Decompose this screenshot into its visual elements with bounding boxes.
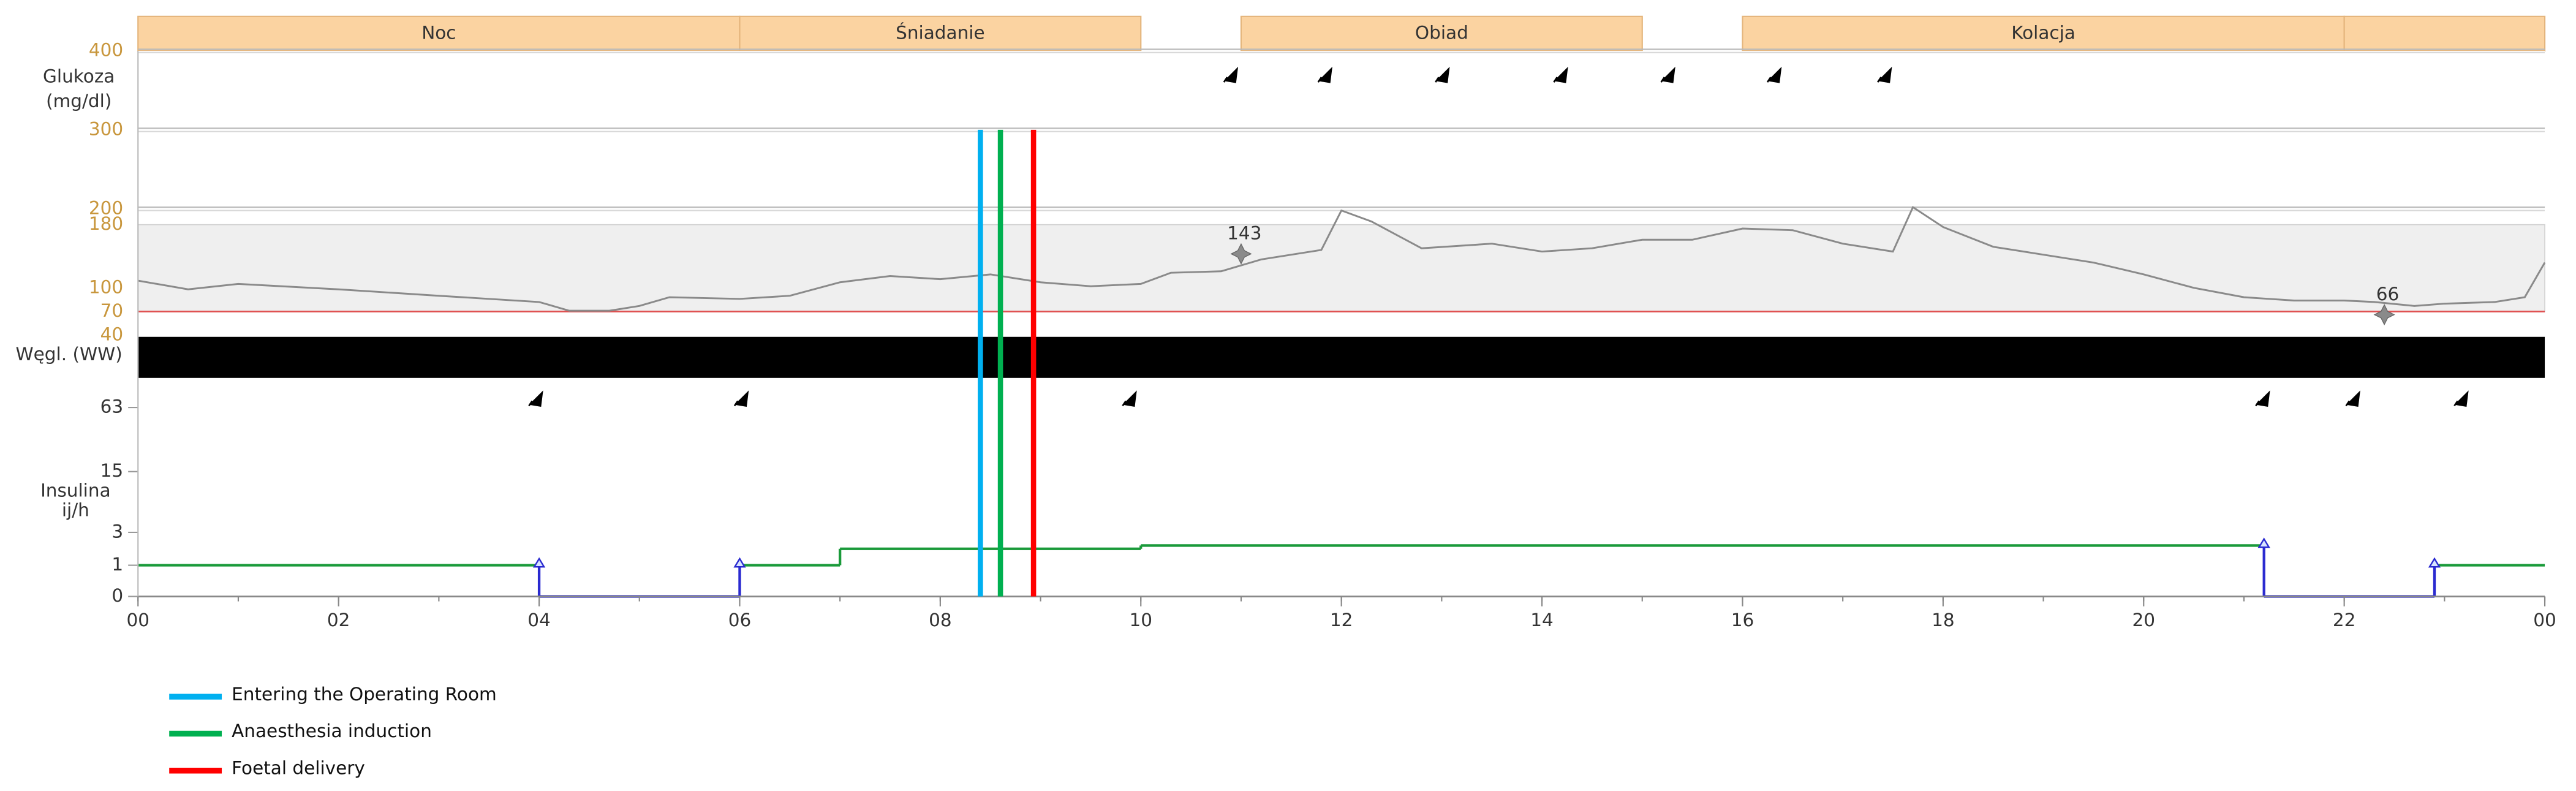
meal-marker [1122,390,1137,407]
x-tick-label: 00 [127,610,150,630]
y-tick-label: 180 [89,213,123,234]
meal-marker [2453,390,2469,407]
meal-marker [1660,66,1675,83]
x-tick-label: 02 [327,610,350,630]
meal-marker [528,390,543,407]
glucose-line [138,205,2546,312]
y-tick-label: 70 [100,300,124,321]
target-range [137,224,2545,312]
x-tick-label: 20 [2132,610,2155,630]
x-tick-label: 16 [1731,610,1754,630]
bolus-marker [2428,557,2441,568]
meal-period [739,15,1142,52]
bolus-marker [2257,537,2270,548]
annotation-label: 66 [2376,284,2400,305]
y-tick-label: 400 [89,40,123,61]
meal-marker [1766,66,1782,83]
y-tick-label: 200 [89,197,123,218]
annotation-marker [1230,243,1252,265]
y-tick-label: 15 [100,460,124,481]
y-tick-label: 100 [89,276,123,297]
y-tick-label: 63 [100,396,124,417]
meal-marker [733,390,749,407]
y-tick-label: 40 [100,324,124,345]
x-tick-label: 04 [527,610,551,630]
legend-label: Foetal delivery [232,758,365,779]
x-tick-label: 14 [1530,610,1554,630]
x-tick-label: 18 [1932,610,1955,630]
meal-period-label: Śniadanie [896,21,984,43]
meal-marker [1223,66,1239,83]
meal-marker [1435,66,1450,83]
carbs-band [138,336,2545,378]
meal-marker [2255,390,2270,407]
y-axis-label: Glukoza [43,66,115,87]
annotation-marker [2373,303,2395,326]
x-tick-label: 12 [1330,610,1353,630]
meal-period [137,15,741,52]
y-tick-label: 1 [111,554,123,575]
y-axis-label: Insulina [40,480,111,501]
meal-marker [1877,66,1892,83]
x-tick-label: 22 [2333,610,2356,630]
y-axis-label: ij/h [62,500,89,521]
carbs-label: Węgl. (WW) [16,344,123,365]
y-axis-label: (mg/dl) [46,91,111,112]
x-tick-label: 10 [1129,610,1152,630]
y-tick-label: 300 [89,119,123,140]
meal-period-label: Noc [421,22,456,43]
y-tick-label: 3 [111,521,123,542]
legend-label: Entering the Operating Room [232,684,497,705]
meal-marker [1317,66,1332,83]
x-tick-label: 08 [929,610,952,630]
bolus-marker [733,557,746,568]
meal-period-label: Obiad [1415,22,1468,43]
x-tick-label: 06 [728,610,752,630]
legend-label: Anaesthesia induction [232,721,432,741]
annotation-label: 143 [1227,223,1261,244]
meal-period [2343,15,2546,52]
meal-period-label: Kolacja [2011,22,2076,43]
y-tick-label: 0 [111,585,123,606]
meal-marker [1553,66,1568,83]
meal-marker [2345,390,2360,407]
x-tick-label: 00 [2533,610,2556,630]
bolus-marker [532,557,546,568]
meal-period [1240,15,1643,52]
